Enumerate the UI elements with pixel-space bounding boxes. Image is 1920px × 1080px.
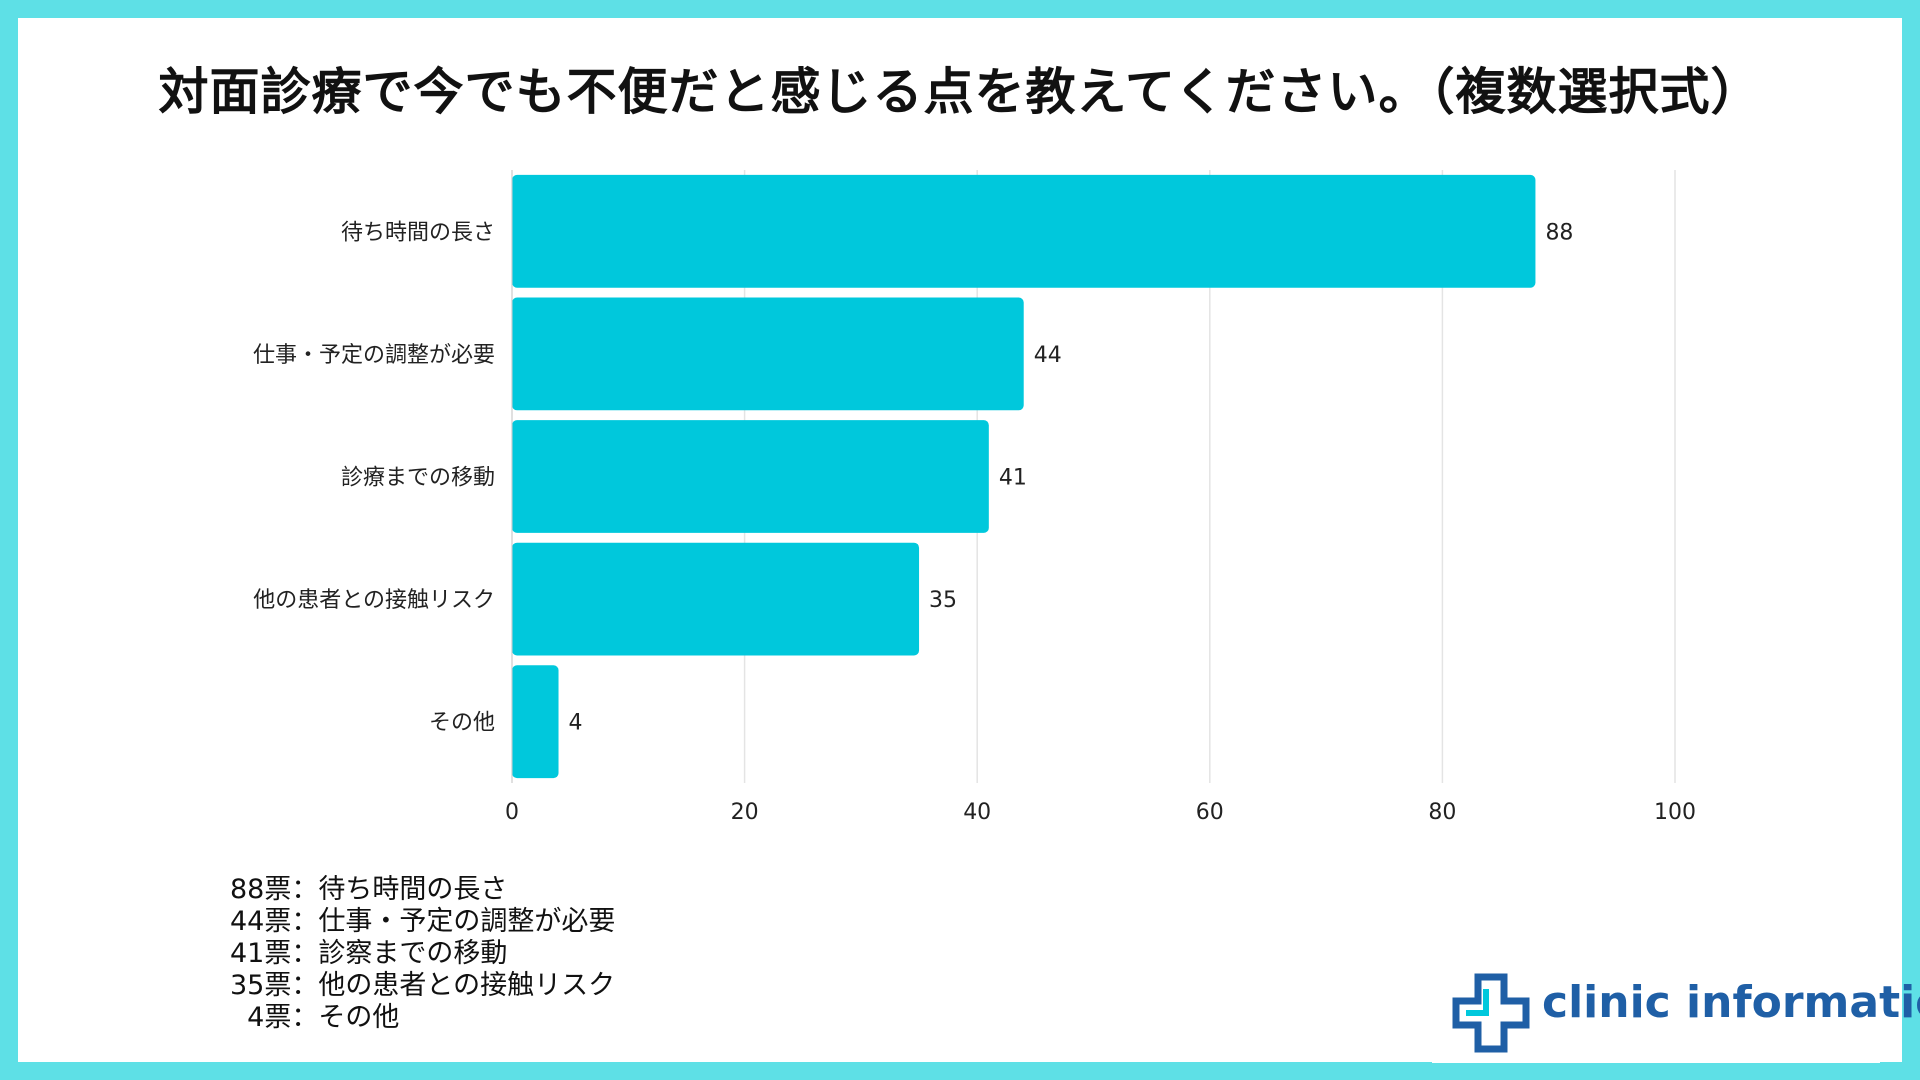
vote-summary: 88票：待ち時間の長さ 44票：仕事・予定の調整が必要 41票：診察までの移動 … xyxy=(230,874,615,1034)
category-label: その他 xyxy=(429,711,495,736)
vote-summary-line: 4票：その他 xyxy=(230,1002,400,1033)
category-label: 診療までの移動 xyxy=(341,466,495,491)
medical-cross-icon xyxy=(1452,973,1530,1053)
clinic-information-logo: clinic information xyxy=(1432,963,1920,1063)
data-label: 35 xyxy=(929,588,957,613)
category-label: 待ち時間の長さ xyxy=(341,220,495,245)
data-label: 88 xyxy=(1545,220,1573,245)
vote-summary-line: 35票：他の患者との接触リスク xyxy=(230,970,616,1001)
data-label: 4 xyxy=(569,711,583,736)
bar xyxy=(512,420,989,533)
data-label: 44 xyxy=(1034,343,1062,368)
bar xyxy=(512,174,1536,288)
data-label: 41 xyxy=(999,466,1027,491)
x-tick-label: 100 xyxy=(1654,800,1696,825)
x-tick-label: 0 xyxy=(505,800,519,825)
category-label: 仕事・予定の調整が必要 xyxy=(253,343,495,368)
chart-title: 対面診療で今でも不便だと感じる点を教えてください。（複数選択式） xyxy=(158,63,1762,121)
x-tick-label: 20 xyxy=(731,800,759,825)
bar xyxy=(512,665,559,779)
vote-summary-line: 44票：仕事・予定の調整が必要 xyxy=(230,906,616,937)
vote-summary-line: 41票：診察までの移動 xyxy=(230,938,508,969)
logo-text: clinic information xyxy=(1542,977,1920,1028)
vote-summary-line: 88票：待ち時間の長さ xyxy=(230,874,508,905)
bar xyxy=(512,297,1024,411)
x-tick-label: 80 xyxy=(1428,800,1456,825)
x-tick-label: 60 xyxy=(1196,800,1224,825)
category-label: 他の患者との接触リスク xyxy=(253,588,495,613)
bar xyxy=(512,542,920,656)
x-tick-label: 40 xyxy=(963,800,991,825)
